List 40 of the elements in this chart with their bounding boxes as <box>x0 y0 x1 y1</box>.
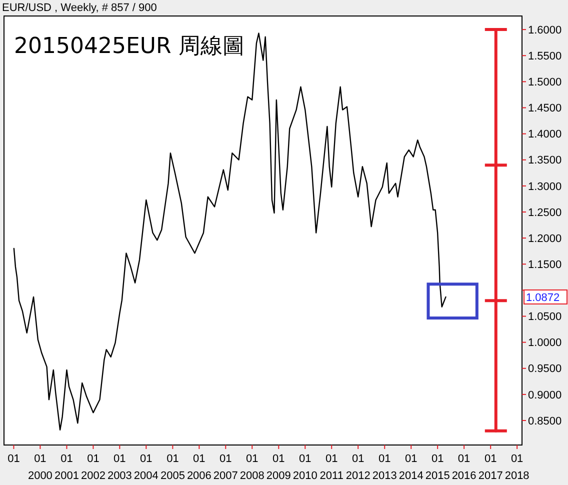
y-tick-label: 0.9000 <box>528 389 562 402</box>
x-tick-label: 01 2006 <box>186 453 212 482</box>
x-tick-label: 01 2002 <box>80 453 106 482</box>
x-tick-label: 01 2018 <box>504 453 530 482</box>
x-tick-label: 01 2004 <box>134 453 158 482</box>
y-tick-label: 1.4500 <box>528 102 562 115</box>
y-tick-label: 0.9500 <box>528 363 562 376</box>
line-series <box>494 28 498 432</box>
y-tick-label: 1.5000 <box>528 76 562 89</box>
x-tick-label: 01 2016 <box>452 453 476 482</box>
y-tick-label: 1.3000 <box>528 180 562 193</box>
x-tick-label: 01 2008 <box>240 453 264 482</box>
x-tick-label: 01 2005 <box>160 453 185 482</box>
y-tick-label: 1.4000 <box>528 128 562 141</box>
y-tick-label: 1.1500 <box>528 258 562 271</box>
x-tick-label: 01 2013 <box>372 453 397 482</box>
x-tick-label: 01 2017 <box>478 453 503 482</box>
x-tick-label: 01 <box>8 453 20 465</box>
y-tick-label: 0.8500 <box>528 415 562 428</box>
x-tick-label: 01 2009 <box>266 453 291 482</box>
y-tick-label: 1.2000 <box>528 232 562 245</box>
y-tick-label: 1.2500 <box>528 206 562 219</box>
x-tick-label: 01 2011 <box>320 453 344 482</box>
line-series <box>13 32 446 430</box>
y-tick-label: 1.0000 <box>528 337 562 350</box>
text: 1.0872 <box>526 292 560 304</box>
x-tick-label: 01 2001 <box>54 453 79 482</box>
y-tick-label: 1.0500 <box>528 311 562 324</box>
x-tick-label: 01 2003 <box>107 453 132 482</box>
x-tick-label: 01 2015 <box>425 453 450 482</box>
x-tick-label: 01 2007 <box>213 453 238 482</box>
y-tick-label: 1.5500 <box>528 50 562 62</box>
x-tick-label: 01 2012 <box>346 453 370 482</box>
text: 20150425EUR 周線圖 <box>14 34 244 59</box>
x-tick-label: 01 2014 <box>398 453 424 482</box>
x-tick-label: 01 2010 <box>292 453 318 482</box>
x-tick-label: 01 2000 <box>28 453 52 482</box>
chart-subtitle: EUR/USD , Weekly, # 857 / 900 <box>2 2 157 14</box>
y-tick-label: 1.6000 <box>528 24 562 36</box>
y-tick-label: 1.3500 <box>528 154 562 167</box>
